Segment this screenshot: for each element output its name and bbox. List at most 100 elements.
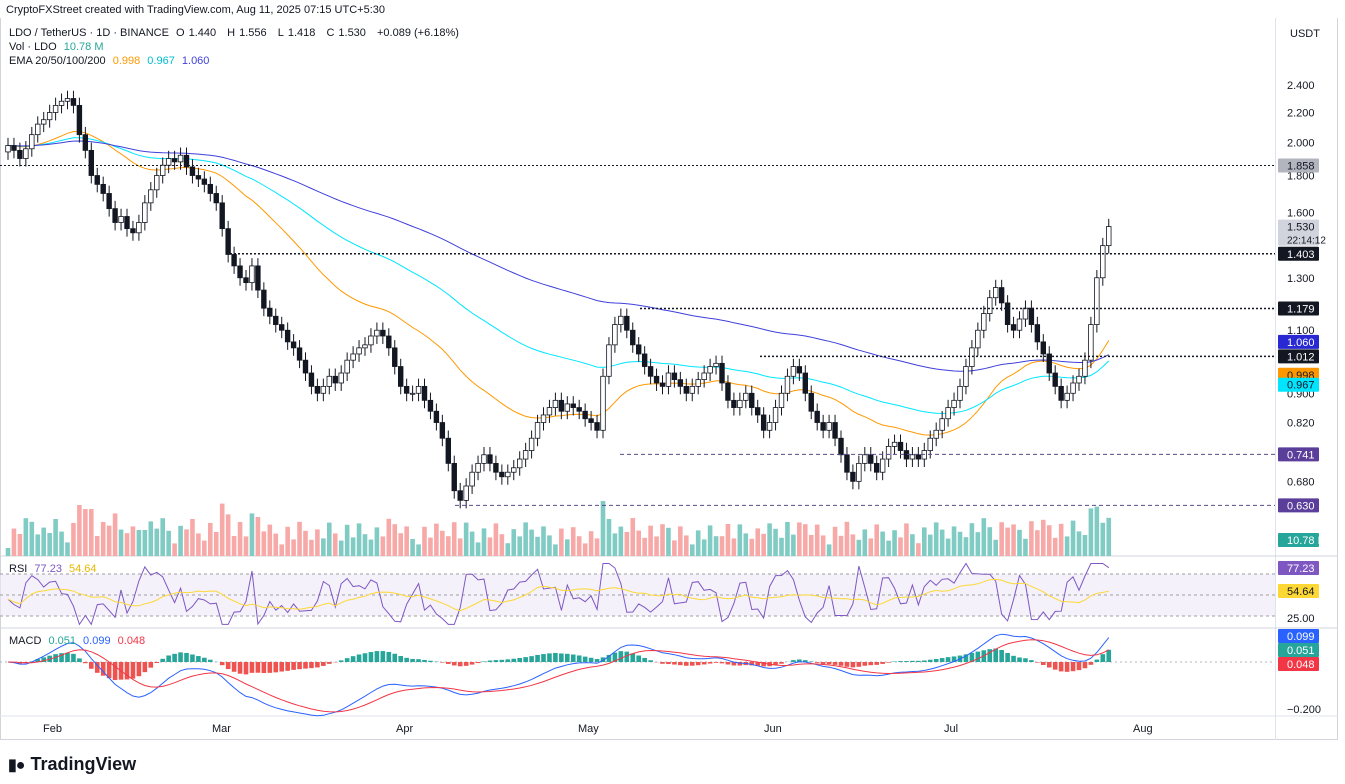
bullish-candle bbox=[784, 375, 791, 394]
macd-histogram-bar bbox=[559, 653, 564, 662]
ema-legend[interactable]: EMA 20/50/100/200 0.998 0.967 1.060 bbox=[9, 55, 213, 67]
macd-histogram-bar bbox=[1076, 662, 1082, 671]
badge-ema50: 0.967 bbox=[1278, 377, 1319, 392]
macd-histogram-bar bbox=[916, 660, 921, 662]
macd-histogram-bar bbox=[666, 662, 671, 665]
volume-bar bbox=[880, 531, 885, 556]
volume-bar bbox=[814, 524, 820, 556]
bearish-candle bbox=[457, 490, 463, 501]
volume-bar bbox=[338, 540, 344, 556]
bearish-candle bbox=[636, 344, 642, 355]
rsi-legend[interactable]: RSI 77.23 54.64 bbox=[9, 563, 101, 575]
macd-histogram-bar bbox=[606, 654, 612, 662]
badge-rsi: 77.23 bbox=[1278, 561, 1319, 575]
badge-bg bbox=[1278, 629, 1319, 643]
bearish-candle bbox=[683, 385, 689, 394]
macd-histogram-bar bbox=[112, 662, 118, 680]
macd-histogram-bar bbox=[273, 662, 279, 673]
macd-histogram-bar bbox=[886, 662, 891, 663]
macd-histogram-bar bbox=[660, 662, 665, 664]
volume-bar bbox=[124, 533, 130, 556]
open-value: 1.440 bbox=[188, 27, 217, 39]
bearish-candle bbox=[445, 437, 451, 464]
badge-text: 1.060 bbox=[1287, 337, 1315, 349]
bullish-candle bbox=[743, 392, 749, 401]
macd-signal-value: 0.048 bbox=[117, 635, 146, 647]
price-tick-label: 1.300 bbox=[1287, 273, 1315, 285]
bearish-candle bbox=[124, 216, 130, 230]
volume-bar bbox=[106, 525, 112, 556]
ema-label: EMA 20/50/100/200 bbox=[9, 55, 106, 67]
macd-legend[interactable]: MACD 0.051 0.099 0.048 bbox=[9, 635, 149, 647]
bearish-candle bbox=[82, 134, 89, 151]
bullish-candle bbox=[552, 399, 559, 408]
volume-bar bbox=[892, 530, 897, 556]
volume-bar bbox=[130, 526, 136, 556]
volume-bar bbox=[1070, 520, 1076, 556]
bullish-candle bbox=[969, 347, 975, 367]
badge-bg bbox=[1278, 561, 1319, 575]
macd-histogram-bar bbox=[53, 654, 58, 662]
macd-histogram-bar bbox=[832, 662, 838, 665]
macd-histogram-bar bbox=[725, 662, 731, 665]
volume-bar bbox=[344, 524, 350, 556]
bearish-candle bbox=[755, 407, 761, 416]
macd-histogram-bar bbox=[243, 662, 249, 675]
bearish-candle bbox=[647, 366, 654, 377]
volume-bar bbox=[957, 531, 963, 556]
symbol-legend[interactable]: LDO / TetherUS · 1D · BINANCE O 1.440 H 1.… bbox=[9, 27, 463, 39]
volume-bar bbox=[511, 529, 517, 556]
badge-bg bbox=[1278, 657, 1319, 671]
bearish-candle bbox=[427, 399, 434, 412]
bearish-candle bbox=[11, 145, 17, 151]
volume-bar bbox=[1005, 527, 1010, 556]
macd-histogram-bar bbox=[963, 654, 969, 662]
volume-bar bbox=[844, 521, 850, 556]
macd-histogram-bar bbox=[475, 662, 481, 664]
macd-hist-value: 0.051 bbox=[48, 635, 76, 647]
bullish-candle bbox=[987, 297, 993, 314]
macd-histogram-bar bbox=[820, 662, 826, 664]
currency-label[interactable]: USDT bbox=[1290, 28, 1320, 40]
volume-bar bbox=[154, 528, 160, 556]
badge-bg bbox=[1278, 246, 1319, 261]
macd-histogram-bar bbox=[630, 653, 636, 662]
macd-histogram-bar bbox=[77, 658, 82, 662]
macd-histogram-bar bbox=[196, 656, 201, 662]
bullish-candle bbox=[862, 454, 868, 464]
volume-bar bbox=[951, 526, 957, 556]
macd-histogram-bar bbox=[993, 648, 998, 662]
bullish-candle bbox=[320, 385, 327, 394]
volume-legend[interactable]: Vol · LDO 10.78 M bbox=[9, 41, 108, 53]
macd-histogram-bar bbox=[547, 653, 552, 662]
bullish-candle bbox=[64, 98, 71, 102]
bullish-candle bbox=[909, 454, 916, 460]
bearish-candle bbox=[296, 347, 303, 361]
macd-histogram-bar bbox=[309, 662, 314, 669]
volume-bar bbox=[35, 534, 41, 556]
volume-bar bbox=[356, 523, 362, 556]
volume-bar bbox=[660, 524, 665, 556]
macd-histogram-bar bbox=[600, 657, 606, 662]
volume-bar bbox=[684, 535, 689, 556]
volume-bar bbox=[362, 534, 368, 556]
volume-bar bbox=[267, 524, 273, 556]
volume-bar bbox=[386, 518, 392, 556]
volume-bar bbox=[53, 519, 58, 556]
bearish-candle bbox=[725, 382, 731, 401]
bearish-candle bbox=[284, 329, 291, 343]
macd-histogram-bar bbox=[291, 662, 296, 670]
macd-histogram-bar bbox=[350, 656, 356, 662]
bullish-candle bbox=[790, 366, 797, 377]
tradingview-brand[interactable]: ▮● TradingView bbox=[8, 754, 136, 775]
bullish-candle bbox=[695, 379, 701, 387]
badge-level-1403: 1.403 bbox=[1278, 246, 1319, 261]
badge-bg bbox=[1278, 219, 1319, 246]
macd-histogram-bar bbox=[678, 662, 683, 666]
bearish-candle bbox=[1010, 324, 1017, 331]
bullish-candle bbox=[689, 385, 695, 394]
macd-histogram-bar bbox=[404, 657, 409, 662]
macd-histogram-bar bbox=[166, 655, 171, 662]
bearish-candle bbox=[237, 265, 243, 279]
